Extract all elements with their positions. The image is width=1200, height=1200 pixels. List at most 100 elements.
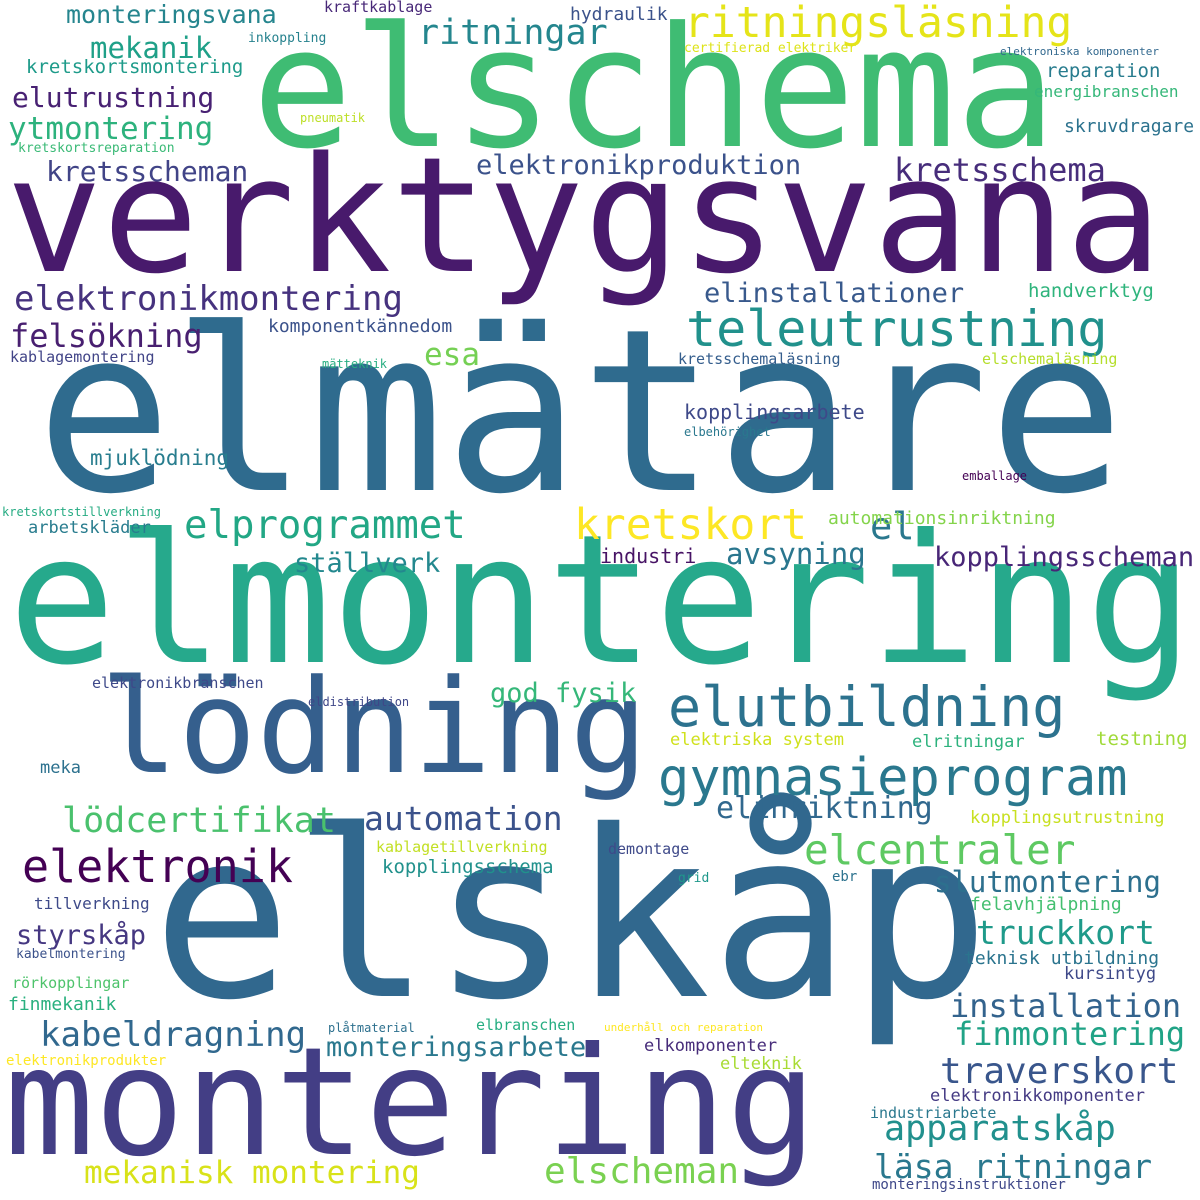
word-kablagetillverkning: kablagetillverkning (376, 838, 548, 856)
word-emballage: emballage (962, 469, 1028, 483)
word-elkomponenter: elkomponenter (644, 1036, 778, 1056)
word-felsokning: felsökning (10, 317, 203, 355)
word-elcentraler: elcentraler (804, 826, 1076, 874)
word-teknisk-utbildning: teknisk utbildning (964, 948, 1160, 969)
word-montering: montering (4, 1016, 817, 1190)
word-truckkort: truckkort (976, 913, 1155, 952)
word-inkoppling: inkoppling (248, 31, 327, 46)
word-elektronikkomponenter: elektronikkomponenter (930, 1086, 1145, 1106)
word-elmontering: elmontering (8, 497, 1194, 705)
word-esa: esa (424, 337, 480, 373)
word-elteknik: elteknik (720, 1054, 802, 1074)
word-kabelmontering: kabelmontering (16, 947, 126, 962)
word-elmatare: elmätare (36, 281, 1125, 544)
word-mekanisk-montering: mekanisk montering (84, 1155, 420, 1191)
word-hydraulik: hydraulik (570, 4, 668, 25)
word-kretskort: kretskort (574, 500, 807, 550)
word-automation: automation (364, 799, 563, 838)
word-traverskort: traverskort (940, 1051, 1179, 1092)
word-god-fysik: god fysik (490, 678, 637, 709)
word-monteringsinstruktioner: monteringsinstruktioner (872, 1177, 1066, 1193)
word-pneumatik: pneumatik (300, 111, 366, 125)
word-tillverkning: tillverkning (34, 894, 150, 913)
word-ritningar: ritningar (418, 13, 608, 53)
word-kopplingsschema: kopplingsschema (382, 856, 554, 878)
word-elektronikbranschen: elektronikbranschen (92, 674, 264, 692)
word-kretskortsmontering: kretskortsmontering (26, 56, 244, 78)
word-eldistribution: eldistribution (308, 695, 410, 709)
word-felavhjalpning: felavhjälpning (970, 894, 1122, 915)
word-kopplingsarbete: kopplingsarbete (684, 400, 865, 424)
word-elinstallationer: elinstallationer (704, 278, 965, 309)
word-elbranschen: elbranschen (476, 1016, 576, 1034)
word-installation: installation (950, 987, 1182, 1025)
word-monteringsvana: monteringsvana (66, 0, 277, 29)
word-elprogrammet: elprogrammet (184, 503, 466, 548)
word-kretskortsreparation: kretskortsreparation (18, 141, 175, 156)
word-platmaterial: plåtmaterial (328, 1021, 415, 1035)
word-kretsschema: kretsschema (894, 151, 1106, 189)
word-elskap: elskåp (152, 781, 991, 1051)
word-elutbildning: elutbildning (668, 675, 1066, 739)
word-rorkopplingar: rörkopplingar (12, 974, 130, 992)
word-styrskap: styrskåp (16, 920, 147, 951)
word-skruvdragare: skruvdragare (1064, 116, 1195, 137)
word-matteknik: mätteknik (322, 357, 388, 371)
word-automationsinriktning: automationsinriktning (828, 508, 1056, 529)
word-elscheman: elscheman (544, 1151, 740, 1192)
word-lodning: lödning (100, 651, 648, 803)
word-lodcertifikat: lödcertifikat (62, 801, 336, 841)
word-testning: testning (1096, 728, 1188, 750)
word-industri: industri (600, 544, 697, 568)
word-gymnasieprogram: gymnasieprogram (658, 748, 1128, 808)
word-monteringsarbete: monteringsarbete (326, 1032, 587, 1063)
word-ritningslasning: ritningsläsning (684, 0, 1073, 48)
word-elritningar: elritningar (912, 732, 1025, 752)
word-kopplingsutrustning: kopplingsutrustning (970, 808, 1165, 828)
word-elbehorighet: elbehörighet (684, 425, 771, 439)
word-finmekanik: finmekanik (8, 994, 117, 1015)
word-elschemalasning: elschemaläsning (982, 350, 1118, 368)
word-kabeldragning: kabeldragning (40, 1015, 307, 1055)
word-ebr: ebr (832, 869, 858, 885)
word-elektronik: elektronik (22, 840, 293, 893)
word-underhall-och-reparation: underhåll och reparation (604, 1021, 763, 1034)
word-mekanik: mekanik (90, 31, 213, 65)
word-stallverk: ställverk (294, 548, 441, 579)
word-elektronikmontering: elektronikmontering (14, 279, 403, 319)
word-elektriska-system: elektriska system (670, 730, 844, 750)
word-finmontering: finmontering (954, 1015, 1186, 1053)
word-handverktyg: handverktyg (1028, 280, 1154, 302)
word-reparation: reparation (1046, 60, 1161, 82)
word-el: el (870, 505, 915, 548)
word-kopplingsscheman: kopplingsscheman (934, 542, 1195, 573)
word-elschema: elschema (252, 0, 1057, 186)
word-avsyning: avsyning (726, 537, 866, 571)
word-kablagemontering: kablagemontering (10, 348, 155, 366)
word-kursintyg: kursintyg (1064, 964, 1157, 984)
word-elektronikproduktion: elektronikproduktion (476, 150, 802, 181)
word-elutrustning: elutrustning (12, 81, 215, 114)
word-apparatskap: apparatskåp (884, 1109, 1116, 1149)
word-kraftkablage: kraftkablage (324, 0, 433, 16)
word-kretsschemalasning: kretsschemaläsning (678, 350, 841, 368)
word-teleutrustning: teleutrustning (686, 300, 1108, 358)
word-komponentkannedom: komponentkännedom (268, 316, 453, 337)
word-ytmontering: ytmontering (8, 111, 214, 147)
word-elektronikprodukter: elektronikprodukter (6, 1053, 167, 1069)
word-industriarbete: industriarbete (870, 1104, 997, 1122)
word-energibranschen: energibranschen (1034, 82, 1179, 101)
word-grid: grid (678, 871, 710, 886)
word-mjuklodning: mjuklödning (90, 446, 230, 470)
word-elinriktning: elinriktning (716, 791, 933, 826)
word-kretskortstillverkning: kretskortstillverkning (2, 505, 161, 519)
word-certifierad-elektriker: certifierad elektriker (684, 41, 857, 56)
word-elektroniska-komponenter: elektroniska komponenter (1000, 45, 1159, 58)
word-lasa-ritningar: läsa ritningar (874, 1147, 1153, 1186)
word-arbetsklader: arbetskläder (28, 518, 151, 538)
word-demontage: demontage (608, 840, 690, 858)
word-meka: meka (40, 758, 81, 778)
word-slutmontering: slutmontering (934, 865, 1161, 899)
word-kretsscheman: kretsscheman (46, 155, 249, 188)
